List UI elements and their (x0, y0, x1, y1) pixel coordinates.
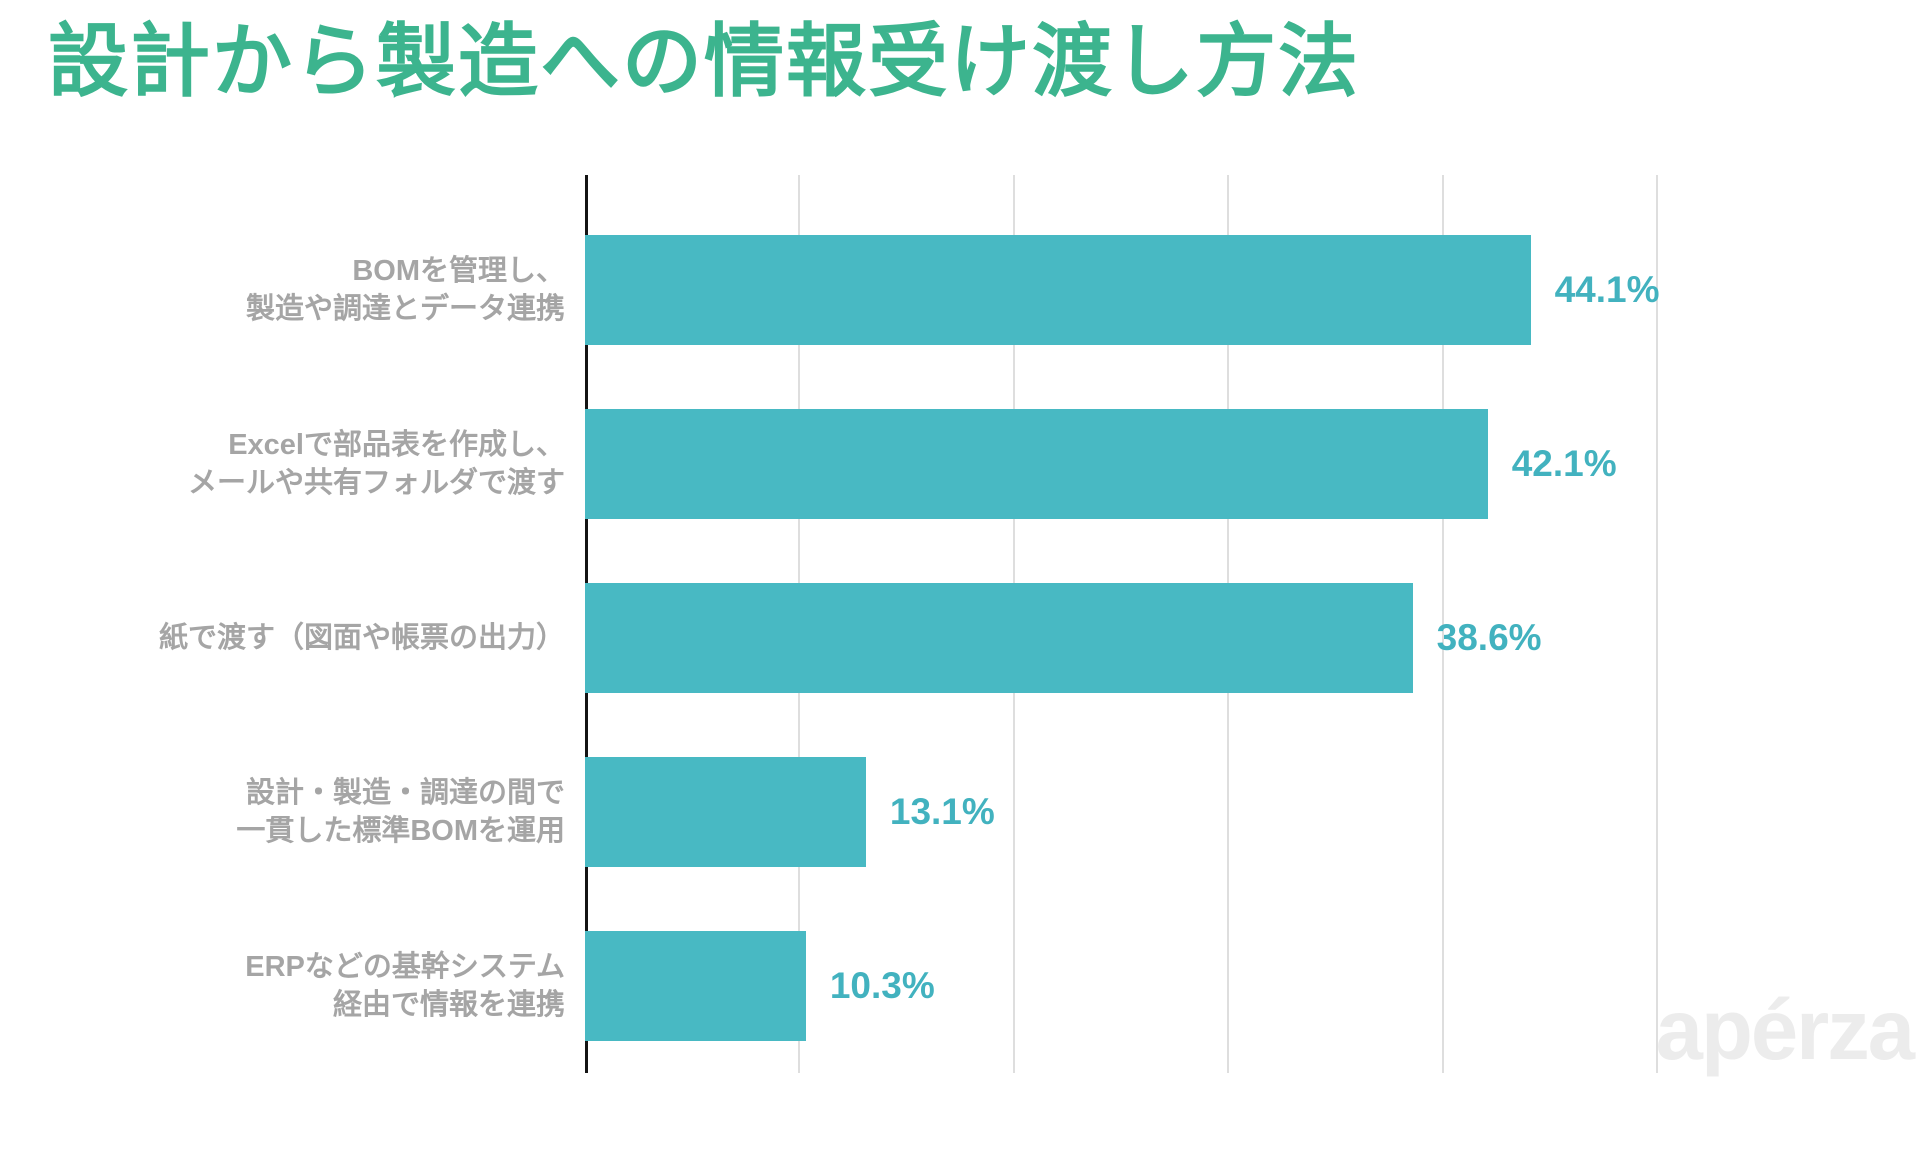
category-label-line: 紙で渡す（図面や帳票の出力） (158, 621, 565, 654)
category-label-line: 経由で情報を連携 (332, 989, 565, 1021)
bar (585, 757, 866, 867)
gridline (1441, 175, 1444, 1073)
bar (585, 235, 1531, 345)
table-row: 設計・製造・調達の間で 一貫した標準BOMを運用 13.1% (0, 725, 1925, 899)
table-row: ERPなどの基幹システム 経由で情報を連携 10.3% (0, 899, 1925, 1073)
category-label-line: 一貫した標準BOMを運用 (236, 815, 565, 847)
category-label-line: ERPなどの基幹システム (245, 950, 565, 983)
value-label: 10.3% (829, 965, 935, 1006)
gridline (1656, 175, 1659, 1073)
category-label: 設計・製造・調達の間で 一貫した標準BOMを運用 (0, 774, 585, 851)
chart-title: 設計から製造への情報受け渡し方法 (48, 17, 1360, 106)
category-label-line: BOMを管理し、 (352, 254, 565, 287)
category-label: 紙で渡す（図面や帳票の出力） (0, 619, 585, 657)
category-label: BOMを管理し、 製造や調達とデータ連携 (0, 252, 585, 329)
bar-rows: BOMを管理し、 製造や調達とデータ連携 44.1% Excelで部品表を作成し… (0, 203, 1925, 1073)
bar (585, 409, 1488, 519)
category-label: ERPなどの基幹システム 経由で情報を連携 (0, 948, 585, 1025)
category-label: Excelで部品表を作成し、 メールや共有フォルダで渡す (0, 426, 585, 503)
bar-chart: BOMを管理し、 製造や調達とデータ連携 44.1% Excelで部品表を作成し… (0, 175, 1925, 1073)
category-label-line: 設計・製造・調達の間で (245, 776, 565, 809)
bar (585, 931, 806, 1041)
bar-cell: 38.6% (585, 583, 1730, 693)
bar-cell: 44.1% (585, 235, 1730, 345)
value-label: 38.6% (1436, 617, 1542, 658)
aperza-watermark-logo: apérza (1655, 983, 1915, 1078)
category-label-line: メールや共有フォルダで渡す (187, 467, 565, 499)
table-row: BOMを管理し、 製造や調達とデータ連携 44.1% (0, 203, 1925, 377)
value-label: 13.1% (889, 791, 995, 832)
bar-cell: 42.1% (585, 409, 1730, 519)
value-label: 44.1% (1554, 269, 1660, 310)
value-label: 42.1% (1511, 443, 1617, 484)
table-row: 紙で渡す（図面や帳票の出力） 38.6% (0, 551, 1925, 725)
category-label-line: 製造や調達とデータ連携 (245, 293, 565, 325)
category-label-line: Excelで部品表を作成し、 (228, 428, 565, 461)
bar-cell: 10.3% (585, 931, 1730, 1041)
table-row: Excelで部品表を作成し、 メールや共有フォルダで渡す 42.1% (0, 377, 1925, 551)
bar-cell: 13.1% (585, 757, 1730, 867)
bar (585, 583, 1413, 693)
